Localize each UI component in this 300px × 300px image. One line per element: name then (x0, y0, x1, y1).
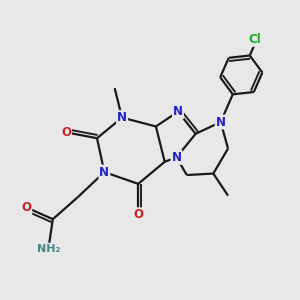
Text: O: O (21, 201, 31, 214)
Text: N: N (117, 111, 127, 124)
Text: N: N (173, 105, 183, 118)
Text: O: O (133, 208, 143, 221)
Text: O: O (61, 126, 71, 139)
Text: N: N (216, 116, 226, 128)
Text: N: N (99, 166, 110, 178)
Text: Cl: Cl (248, 33, 261, 46)
Text: N: N (172, 151, 182, 164)
Text: NH₂: NH₂ (37, 244, 60, 254)
